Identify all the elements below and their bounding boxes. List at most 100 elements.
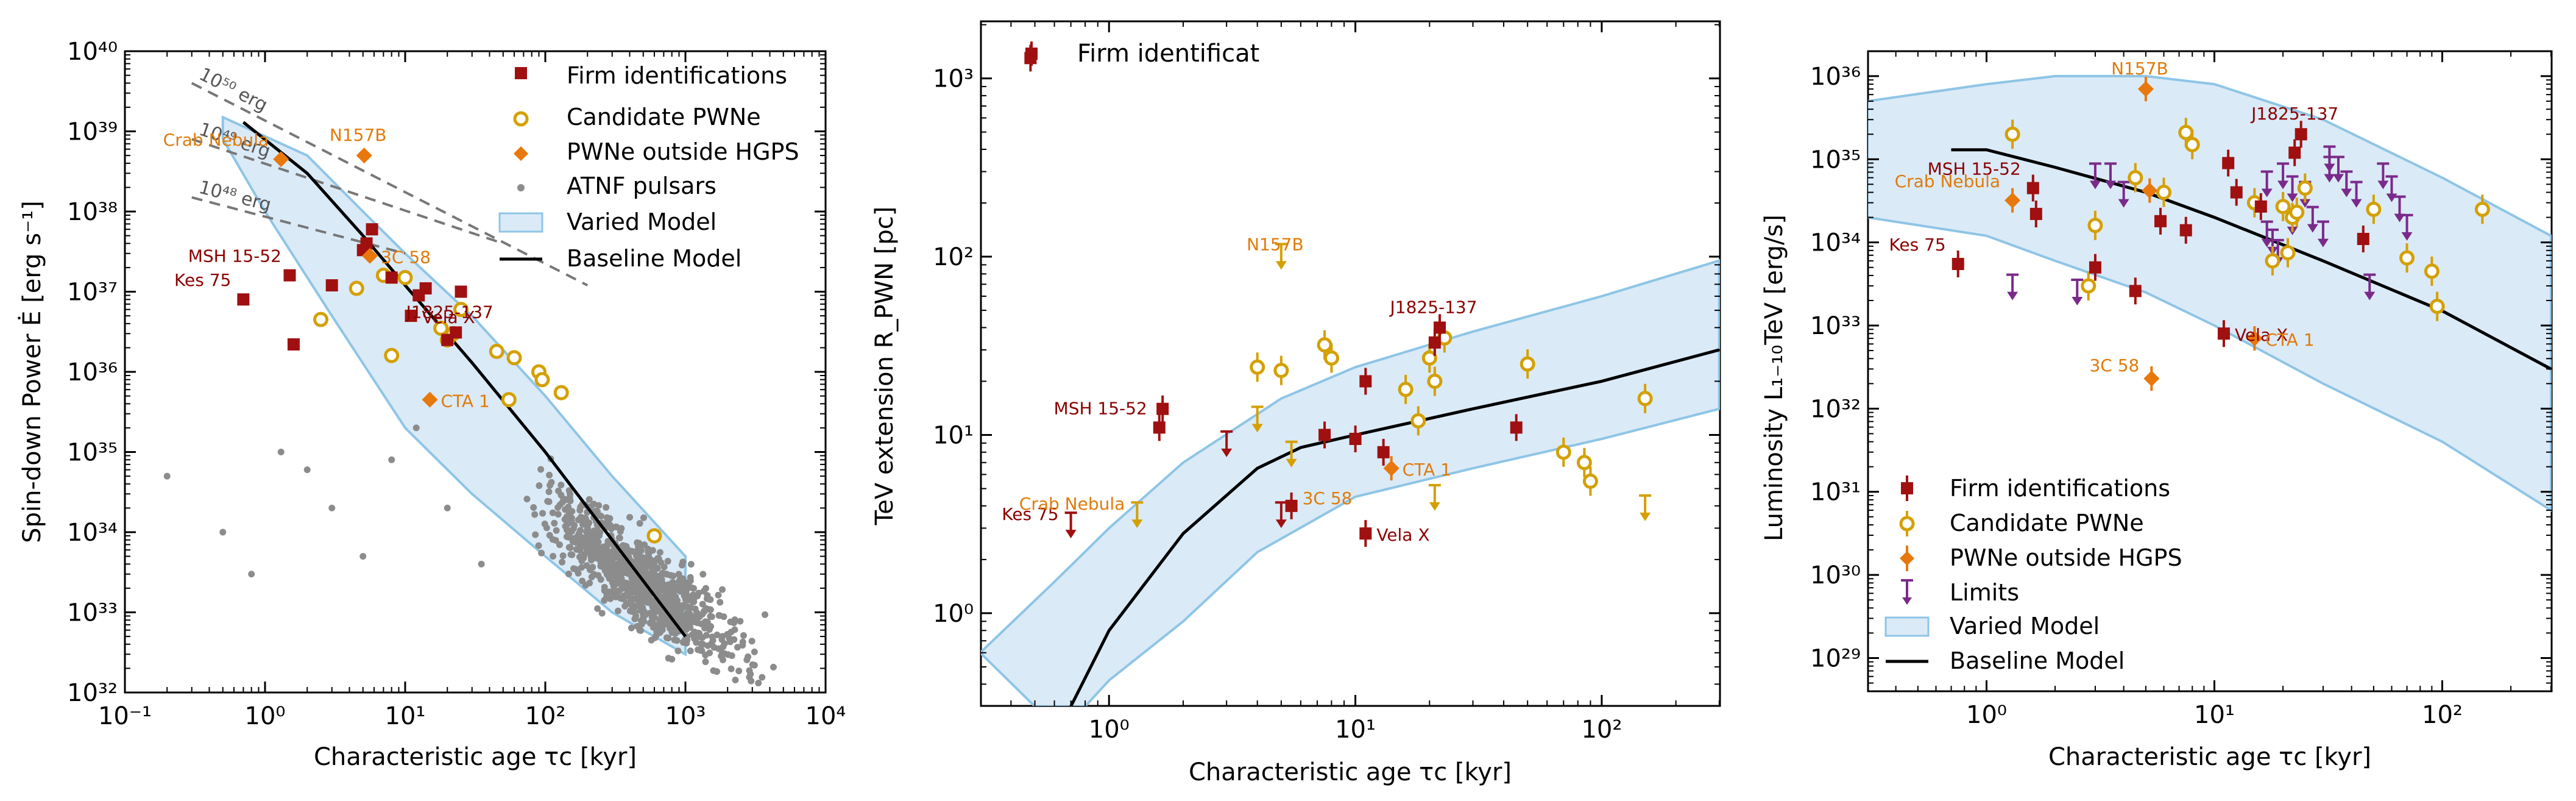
atnf-pulsar-point — [669, 579, 676, 586]
x-axis-label-middle: Characteristic age τc [kyr] — [1189, 758, 1512, 786]
atnf-pulsar-point — [538, 549, 545, 557]
atnf-pulsar-point — [713, 668, 721, 675]
atnf-pulsar-point — [659, 569, 666, 577]
legend-marker-firm-middle — [1025, 48, 1038, 60]
atnf-pulsar-point — [687, 577, 694, 585]
x-tick-label: 10³ — [665, 702, 706, 730]
y-tick-label: 10³⁵ — [1810, 146, 1861, 174]
candidate-pwn-point — [1421, 350, 1437, 366]
outside-hgps-point — [2142, 182, 2158, 199]
atnf-pulsar-point — [604, 558, 612, 565]
atnf-pulsar-point — [663, 634, 671, 641]
point-label: Kes 75 — [1889, 235, 1945, 255]
firm-identification-point — [1156, 402, 1169, 415]
legend-label-outside-right: PWNe outside HGPS — [1950, 544, 2182, 571]
atnf-pulsar-point — [575, 516, 582, 524]
candidate-limit-arrow-head — [1640, 512, 1651, 521]
legend-label-limits: Limits — [1950, 579, 2019, 606]
candidate-pwn-point — [1582, 473, 1598, 489]
atnf-pulsar-point — [751, 661, 758, 669]
candidate-pwn-point — [2366, 201, 2382, 217]
atnf-pulsar-point — [163, 472, 171, 480]
firm-identification-point — [1153, 421, 1166, 434]
candidate-pwn-point — [313, 312, 329, 327]
legend-label-varied-right: Varied Model — [1950, 613, 2100, 639]
outside-hgps-point — [1383, 460, 1399, 477]
firm-identification-point — [2254, 200, 2267, 213]
candidate-pwn-point — [1273, 363, 1289, 379]
candidate-pwn-point — [1637, 391, 1653, 407]
atnf-pulsar-point — [583, 549, 590, 556]
candidate-pwn-point — [501, 392, 517, 408]
atnf-pulsar-point — [699, 634, 706, 641]
plot-area-left — [163, 82, 777, 686]
firm-identification-point — [2295, 128, 2307, 141]
firm-identification-point — [2357, 232, 2369, 245]
firm-identification-point — [2029, 207, 2042, 220]
point-label: 3C 58 — [2089, 355, 2139, 376]
candidate-pwn-point — [1576, 455, 1592, 471]
energy-line-0 — [191, 82, 589, 287]
y-axis-label-right: Luminosity L₁₋₁₀TeV [erg/s] — [1760, 215, 1788, 541]
chart-right: Characteristic age τc [kyr] Luminosity L… — [1760, 50, 2553, 771]
atnf-pulsar-point — [640, 614, 647, 622]
candidate-pwn-point — [534, 372, 550, 388]
atnf-pulsar-point — [759, 674, 766, 681]
atnf-pulsar-point — [700, 588, 707, 595]
varied-model-band — [981, 259, 1720, 706]
atnf-pulsar-point — [607, 525, 615, 533]
atnf-pulsar-point — [567, 544, 574, 551]
atnf-pulsar-point — [670, 603, 678, 610]
candidate-pwn-point — [1520, 356, 1535, 372]
legend-left: Firm identifications Candidate PWNe PWNe… — [498, 62, 799, 272]
atnf-pulsar-point — [553, 527, 560, 534]
atnf-pulsar-point — [627, 600, 634, 608]
legend-marker-candidate — [513, 111, 529, 127]
atnf-pulsar-point — [568, 551, 576, 558]
legend-right: Firm identifications Candidate PWNe PWNe… — [1884, 475, 2182, 674]
atnf-pulsar-point — [734, 644, 741, 651]
atnf-pulsar-point — [684, 583, 691, 590]
atnf-pulsar-point — [550, 553, 557, 560]
atnf-pulsar-point — [618, 582, 625, 589]
atnf-pulsar-point — [634, 576, 641, 583]
atnf-pulsar-point — [579, 537, 586, 544]
baseline-model-line — [1951, 148, 2552, 371]
atnf-pulsar-point — [586, 496, 593, 503]
atnf-pulsar-point — [613, 524, 620, 531]
candidate-pwn-point — [349, 280, 364, 296]
atnf-pulsar-point — [614, 607, 621, 614]
y-tick-label: 10⁰ — [933, 600, 974, 628]
point-label: Vela X — [422, 307, 475, 327]
atnf-pulsar-point — [576, 507, 584, 514]
atnf-pulsar-point — [544, 497, 551, 505]
atnf-pulsar-point — [444, 504, 451, 511]
limit-arrow-head — [2118, 199, 2129, 208]
candidate-limit-arrow-head — [1251, 424, 1263, 433]
point-label: N157B — [2111, 59, 2168, 79]
atnf-pulsar-point — [727, 628, 735, 636]
atnf-pulsar-point — [748, 638, 755, 645]
x-tick-label: 10⁴ — [805, 702, 846, 730]
atnf-pulsar-point — [687, 561, 695, 568]
atnf-pulsar-point — [691, 628, 698, 636]
point-label: CTA 1 — [441, 391, 490, 411]
atnf-pulsar-point — [717, 599, 724, 606]
atnf-pulsar-point — [641, 541, 648, 549]
atnf-pulsar-point — [631, 615, 639, 622]
limit-arrow-head — [2089, 180, 2101, 190]
outside-hgps-point — [2137, 81, 2154, 98]
atnf-pulsar-point — [621, 602, 629, 610]
firm-identification-point — [287, 338, 300, 351]
x-tick-label: 10² — [1581, 716, 1622, 744]
atnf-pulsar-point — [539, 510, 547, 517]
atnf-pulsar-point — [639, 588, 646, 595]
firm-identification-point — [1510, 421, 1523, 434]
atnf-pulsar-point — [545, 488, 553, 496]
atnf-pulsar-point — [537, 466, 545, 473]
firm-identification-point — [1318, 429, 1331, 441]
atnf-pulsar-point — [610, 566, 618, 574]
candidate-pwn-point — [384, 347, 400, 363]
x-tick-label: 10¹ — [2194, 701, 2235, 729]
